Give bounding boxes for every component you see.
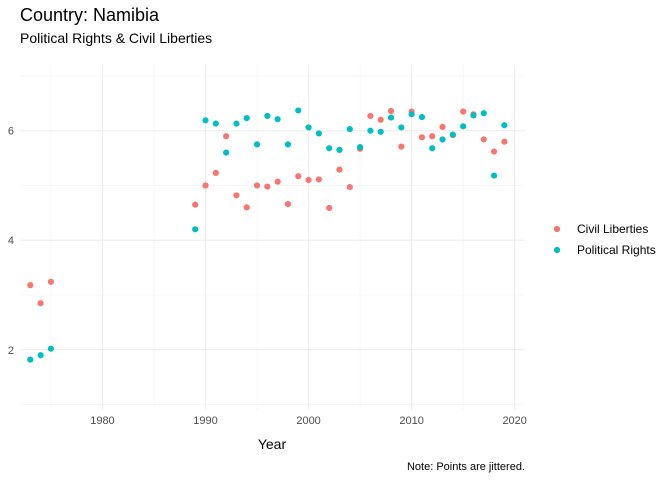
data-point <box>202 182 209 189</box>
data-point <box>439 136 446 143</box>
data-point <box>284 201 292 208</box>
x-tick-label: 2010 <box>399 415 423 427</box>
data-point <box>501 138 508 145</box>
data-point <box>27 356 34 363</box>
data-point <box>243 115 250 122</box>
data-point <box>326 204 333 212</box>
data-point <box>315 130 322 137</box>
data-point <box>387 114 395 121</box>
data-point <box>233 192 240 199</box>
x-tick-label: 1980 <box>90 415 114 427</box>
y-tick-label: 4 <box>8 235 14 247</box>
data-point <box>37 300 44 307</box>
data-point <box>418 113 426 121</box>
data-point <box>480 110 487 117</box>
data-point <box>490 172 498 179</box>
data-point <box>305 176 312 184</box>
data-point <box>346 184 353 191</box>
data-point <box>295 173 302 180</box>
data-point <box>264 112 271 120</box>
data-point <box>367 127 374 134</box>
data-point <box>212 120 219 127</box>
chart-title: Country: Namibia <box>20 5 160 25</box>
chart-caption: Note: Points are jittered. <box>407 461 525 473</box>
data-point <box>357 144 364 151</box>
data-point <box>418 134 426 141</box>
x-tick-label: 2020 <box>502 415 526 427</box>
legend-key <box>553 225 561 233</box>
data-point <box>326 145 333 152</box>
legend-label: Civil Liberties <box>577 222 648 236</box>
data-point <box>233 120 240 127</box>
legend-label: Political Rights <box>577 243 656 257</box>
data-point <box>212 169 219 176</box>
data-point <box>367 112 374 120</box>
data-point <box>223 133 230 140</box>
data-point <box>460 108 467 115</box>
data-point <box>429 145 436 152</box>
data-point <box>202 117 209 124</box>
data-point <box>377 116 384 123</box>
data-points <box>27 107 508 363</box>
data-point <box>47 345 55 352</box>
legend-key <box>553 246 561 254</box>
x-axis-title: Year <box>258 436 287 452</box>
data-point <box>398 143 405 150</box>
data-point <box>223 149 230 156</box>
data-point <box>490 148 498 155</box>
y-tick-label: 2 <box>8 345 14 357</box>
data-point <box>253 182 261 189</box>
data-point <box>398 124 405 131</box>
data-point <box>315 176 322 183</box>
data-point <box>37 352 44 359</box>
data-point <box>387 107 395 115</box>
data-point <box>47 278 55 285</box>
grid <box>20 65 525 410</box>
data-point <box>480 136 487 143</box>
data-point <box>346 125 353 133</box>
series-political-rights <box>27 107 508 363</box>
axis-ticks: 1980 1990 2000 2010 2020 2 4 6 <box>8 126 527 427</box>
chart-subtitle: Political Rights & Civil Liberties <box>20 30 212 46</box>
data-point <box>295 107 302 114</box>
data-point <box>408 111 415 118</box>
data-point <box>377 128 384 135</box>
data-point <box>336 166 343 173</box>
series-civil-liberties <box>27 107 508 307</box>
data-point <box>264 183 271 190</box>
data-point <box>192 201 199 208</box>
data-point <box>253 141 261 148</box>
data-point <box>429 133 436 140</box>
y-tick-label: 6 <box>8 126 14 138</box>
data-point <box>27 282 34 289</box>
data-point <box>274 178 281 185</box>
x-tick-label: 1990 <box>193 415 217 427</box>
data-point <box>192 226 199 233</box>
data-point <box>284 141 292 148</box>
data-point <box>274 116 281 123</box>
x-tick-label: 2000 <box>296 415 320 427</box>
data-point <box>501 122 508 129</box>
data-point <box>460 123 467 130</box>
data-point <box>243 204 250 211</box>
data-point <box>336 146 343 153</box>
data-point <box>449 131 456 138</box>
data-point <box>305 124 312 131</box>
legend: Civil Liberties Political Rights <box>553 222 656 257</box>
data-point <box>470 112 477 119</box>
data-point <box>439 123 446 130</box>
